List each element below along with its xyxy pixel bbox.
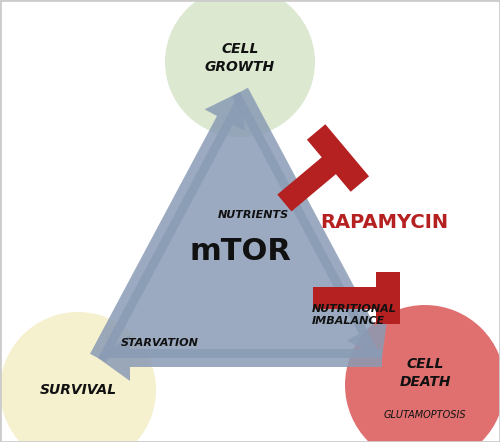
Text: NUTRITIONAL
IMBALANCE: NUTRITIONAL IMBALANCE	[312, 304, 397, 326]
Circle shape	[345, 305, 500, 442]
Text: SURVIVAL: SURVIVAL	[40, 383, 117, 397]
Text: CELL
GROWTH: CELL GROWTH	[205, 42, 275, 74]
Text: GLUTAMOPTOSIS: GLUTAMOPTOSIS	[384, 410, 466, 420]
Polygon shape	[98, 335, 382, 381]
Circle shape	[165, 0, 315, 137]
Polygon shape	[307, 124, 369, 192]
Polygon shape	[90, 92, 245, 362]
Polygon shape	[278, 149, 345, 211]
Text: NUTRIENTS: NUTRIENTS	[218, 210, 289, 220]
Text: mTOR: mTOR	[189, 237, 291, 267]
Polygon shape	[98, 92, 382, 358]
Text: RAPAMYCIN: RAPAMYCIN	[320, 213, 448, 232]
Polygon shape	[313, 287, 388, 309]
Text: STARVATION: STARVATION	[121, 338, 199, 348]
Circle shape	[0, 312, 156, 442]
Polygon shape	[376, 272, 400, 324]
Text: CELL
DEATH: CELL DEATH	[399, 357, 451, 389]
Polygon shape	[232, 88, 387, 358]
